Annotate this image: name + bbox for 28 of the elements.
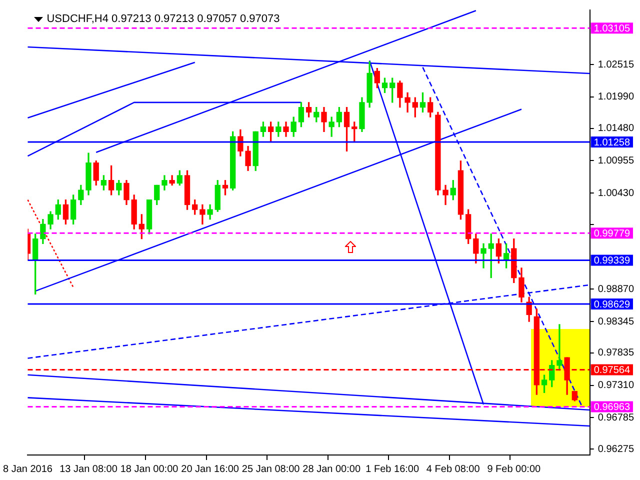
- y-tick-label: 1.00955: [598, 155, 634, 166]
- x-tick-label: 8 Jan 2016: [2, 464, 53, 475]
- x-tick-label: 9 Feb 00:00: [487, 464, 542, 475]
- y-tick-label: 0.96275: [598, 444, 634, 455]
- y-tick-label: 0.97310: [598, 380, 634, 392]
- chart-title: USDCHF,H4 0.97213 0.97213 0.97057 0.97073: [46, 13, 280, 25]
- ref-line-label: 0.99779: [594, 228, 630, 240]
- ref-line-label: 1.03105: [594, 23, 630, 34]
- ref-line-label: 0.97564: [594, 364, 630, 376]
- x-tick-label: 25 Jan 08:00: [242, 464, 300, 475]
- x-tick-label: 13 Jan 08:00: [60, 464, 118, 475]
- y-tick-label: 0.96785: [598, 412, 634, 424]
- y-tick-label: 1.00430: [598, 188, 634, 199]
- y-tick-label: 1.02515: [598, 59, 634, 70]
- x-tick-label: 4 Feb 08:00: [426, 464, 480, 475]
- x-tick-label: 28 Jan 00:00: [302, 464, 361, 475]
- ref-line-label: 0.99339: [594, 256, 630, 267]
- y-tick-label: 1.01990: [598, 92, 634, 103]
- y-tick-label: 1.01480: [598, 123, 634, 134]
- y-tick-label: 0.97835: [598, 348, 634, 359]
- y-tick-label: 0.98870: [598, 284, 634, 295]
- x-tick-label: 20 Jan 16:00: [181, 464, 240, 475]
- x-tick-label: 1 Feb 16:00: [366, 464, 420, 475]
- x-tick-label: 18 Jan 00:00: [120, 464, 179, 475]
- y-tick-label: 0.98345: [598, 316, 634, 328]
- ref-line-label: 1.01258: [594, 137, 630, 148]
- ref-line-label: 0.96963: [594, 402, 630, 413]
- ref-line-label: 0.98629: [594, 299, 630, 310]
